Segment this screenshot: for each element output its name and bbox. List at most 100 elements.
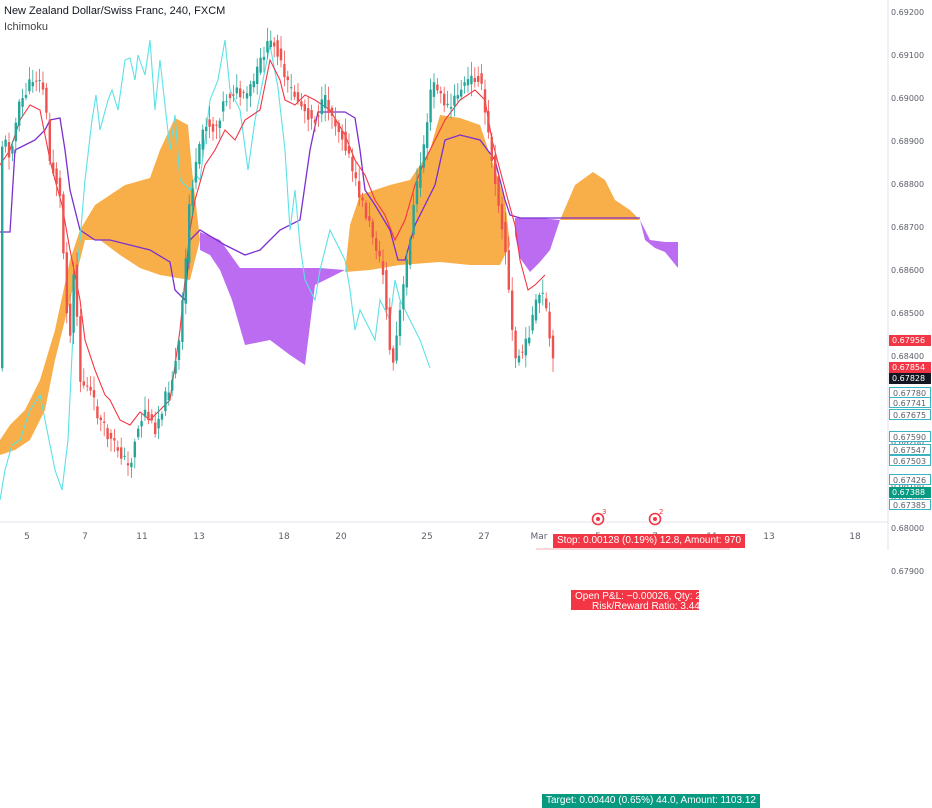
time-tick-label: 18: [849, 532, 861, 542]
candle: [92, 376, 96, 411]
candle: [307, 95, 310, 132]
candle: [551, 329, 555, 372]
candle: [375, 231, 378, 260]
candle-body: [514, 330, 517, 359]
cloud-bearish-area: [200, 232, 345, 365]
candle-body: [415, 180, 419, 205]
candle-body: [14, 122, 17, 142]
candle: [188, 194, 191, 270]
candle-body: [96, 406, 99, 419]
candle: [337, 119, 340, 143]
candle-body: [456, 95, 459, 99]
candle: [259, 48, 262, 75]
candle: [330, 105, 334, 129]
candle-body: [191, 188, 194, 206]
event-count: 3: [602, 508, 606, 516]
candle-body: [497, 176, 500, 206]
candle-body: [228, 93, 232, 99]
candle-body: [52, 162, 55, 174]
candle-body: [327, 99, 330, 113]
candle-body: [147, 411, 150, 420]
candle-body: [395, 335, 398, 361]
candle: [398, 301, 402, 346]
long-position-tool: [536, 547, 730, 550]
stop-loss-zone: [536, 547, 730, 550]
symbol-title: New Zealand Dollar/Swiss Franc, 240, FXC…: [4, 5, 226, 17]
candle-body: [273, 42, 276, 47]
candle: [79, 308, 82, 393]
candle-body: [109, 432, 113, 439]
chikou-span-line: [0, 39, 431, 501]
candle-body: [538, 294, 541, 304]
candle: [147, 398, 150, 425]
candle: [443, 86, 446, 113]
candle-body: [364, 202, 368, 219]
candle-body: [324, 95, 327, 108]
candle-body: [140, 421, 143, 427]
candle-body: [296, 92, 300, 102]
candle-body: [269, 40, 272, 48]
candle-body: [266, 41, 269, 53]
candle: [293, 85, 296, 100]
candle: [538, 292, 541, 313]
candle-body: [473, 77, 476, 82]
candle-body: [334, 118, 337, 127]
candle-body: [276, 40, 279, 57]
candle-body: [320, 99, 323, 115]
candle-body: [116, 447, 119, 451]
candle: [4, 135, 7, 153]
candle: [524, 327, 527, 368]
time-tick-label: 11: [136, 532, 148, 542]
price-tag: 0.67388: [889, 487, 931, 498]
candle: [500, 196, 504, 240]
candle: [130, 458, 133, 479]
indicator-label[interactable]: Ichimoku: [4, 21, 49, 33]
price-tick-label: 0.68800: [891, 180, 925, 189]
candle-body: [500, 204, 504, 230]
candle-body: [531, 314, 534, 331]
candle: [388, 297, 391, 355]
candle-body: [103, 421, 106, 423]
candle: [109, 429, 113, 452]
candle: [446, 90, 449, 108]
candle-body: [307, 108, 310, 120]
candle-body: [239, 88, 242, 98]
candle-body: [378, 250, 381, 257]
candle-body: [11, 146, 14, 154]
candle-body: [106, 428, 109, 440]
candle: [358, 167, 361, 206]
candle: [232, 84, 235, 102]
price-tick-label: 0.68900: [891, 137, 925, 146]
candle: [218, 117, 221, 139]
candle-body: [79, 316, 82, 382]
candle: [269, 30, 272, 50]
price-tick-label: 0.67900: [891, 567, 925, 576]
candle-body: [225, 101, 228, 103]
candle: [487, 99, 490, 139]
candle-body: [412, 204, 415, 235]
candle: [286, 70, 289, 93]
candle: [541, 279, 544, 306]
candle: [490, 132, 493, 168]
price-tag: 0.67675: [889, 409, 931, 420]
candle: [160, 411, 164, 427]
candle: [18, 98, 21, 132]
tenkan-sen-line: [0, 58, 546, 426]
candle-body: [511, 290, 514, 330]
candle-body: [137, 428, 140, 438]
candle-body: [82, 381, 85, 386]
candle-body: [201, 129, 204, 150]
candle: [402, 276, 405, 321]
price-tick-label: 0.69200: [891, 8, 925, 17]
candle-body: [242, 91, 245, 93]
candle: [164, 387, 167, 417]
candle: [96, 399, 99, 425]
candle: [477, 66, 480, 87]
candle-body: [551, 335, 555, 359]
price-tag: 0.67426: [889, 474, 931, 485]
economic-event-icon: 2: [648, 508, 663, 526]
candle: [449, 93, 453, 119]
candle: [45, 83, 48, 120]
candle-body: [344, 131, 347, 151]
